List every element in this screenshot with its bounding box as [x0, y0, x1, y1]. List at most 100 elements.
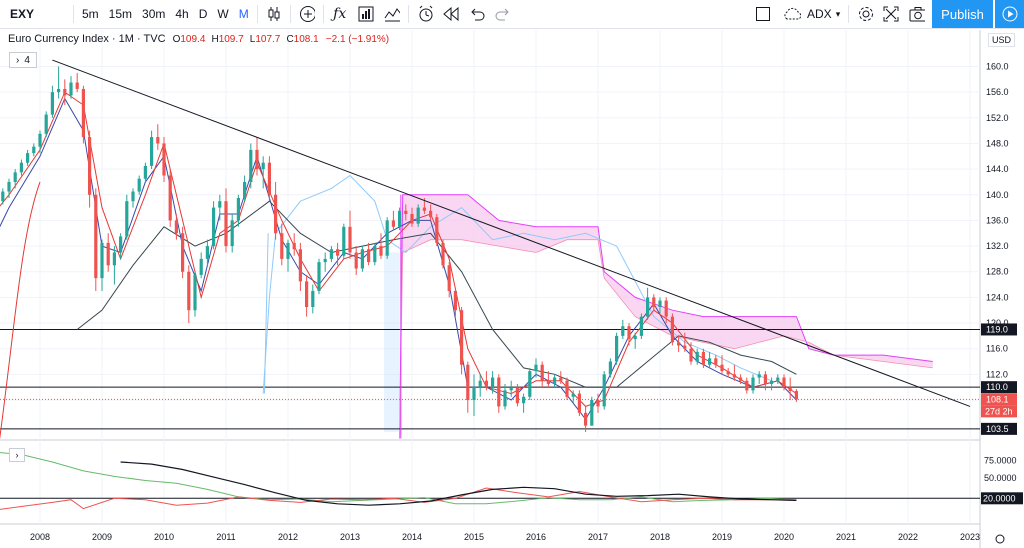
compare-lines-icon[interactable]	[379, 0, 405, 28]
compare-symbol-button[interactable]: ADX ▾	[776, 0, 845, 28]
time-tick-label: 2022	[898, 532, 918, 542]
candle-body	[441, 242, 445, 266]
adx-level-badge	[981, 492, 1023, 505]
time-tick-label: 2019	[712, 532, 732, 542]
alerts-icon[interactable]	[412, 0, 438, 28]
interval-w-button[interactable]: W	[217, 7, 229, 21]
adx-tick-label: 75.0000	[984, 456, 1017, 466]
right-toolbar: ADX ▾	[750, 0, 930, 28]
candle-body	[50, 92, 54, 115]
layout-select-icon[interactable]	[750, 0, 776, 28]
publish-button[interactable]: Publish	[932, 0, 993, 28]
interval-5m-button[interactable]: 5m	[82, 7, 99, 21]
candle-body	[156, 137, 160, 144]
candle-body	[683, 345, 687, 349]
interval-30m-button[interactable]: 30m	[142, 7, 166, 21]
candle-body	[354, 252, 358, 269]
candle-body	[739, 377, 743, 381]
candle-body	[88, 137, 92, 195]
cloud-upper-edge	[399, 194, 933, 439]
level-price-label: 103.5	[986, 424, 1009, 434]
candle-body	[94, 194, 98, 279]
candle-style-icon[interactable]	[261, 0, 287, 28]
candle-body	[639, 316, 643, 336]
candle-body	[342, 226, 346, 256]
candle-body	[484, 380, 488, 388]
adx-pane-toggle-button[interactable]: ›	[9, 448, 25, 462]
candle-body	[168, 175, 172, 221]
gear-icon[interactable]	[852, 0, 878, 28]
candle-body	[100, 242, 104, 279]
candle-body	[435, 217, 439, 243]
candle-body	[187, 271, 191, 311]
toolbar-divider	[256, 5, 258, 23]
candle-body	[274, 194, 278, 234]
time-tick-label: 2020	[774, 532, 794, 542]
lagging-span-spike	[263, 233, 269, 394]
candle-body	[1, 191, 5, 202]
countdown-badge	[981, 405, 1017, 418]
interval-15m-button[interactable]: 15m	[108, 7, 133, 21]
candle-body	[534, 364, 538, 372]
candle-body	[13, 172, 17, 182]
candle-body	[348, 226, 352, 253]
candle-body	[763, 374, 767, 384]
candle-body	[602, 374, 606, 407]
candle-body	[571, 393, 575, 397]
redo-icon[interactable]	[490, 0, 516, 28]
cloud-icon	[784, 7, 802, 20]
templates-icon[interactable]	[353, 0, 379, 28]
time-tick-label: 2013	[340, 532, 360, 542]
candle-body	[112, 252, 116, 266]
play-icon[interactable]	[994, 0, 1024, 28]
camera-icon[interactable]	[904, 0, 930, 28]
candle-body	[243, 181, 247, 198]
interval-4h-button[interactable]: 4h	[175, 7, 189, 21]
candle-body	[379, 246, 383, 256]
currency-label[interactable]: USD	[988, 33, 1016, 47]
candle-body	[63, 88, 67, 96]
candle-body	[249, 149, 253, 182]
level-price-badge	[981, 323, 1017, 336]
price-axis[interactable]: 160.0 156.0 152.0 148.0 144.0 140.0 136.0 132.0…	[981, 62, 1023, 544]
time-axis[interactable]: 2008 2009 2010 2011 2012 2013 2014 2015 2016 2017…	[30, 532, 980, 542]
candle-body	[695, 351, 699, 362]
symbol-search-button[interactable]: EXY	[10, 7, 35, 21]
candle-body	[230, 220, 234, 247]
high-value: 109.7	[218, 34, 244, 45]
candle-body	[57, 88, 61, 93]
candle-body	[577, 393, 581, 413]
candle-body	[646, 297, 650, 317]
interval-m-button[interactable]: M	[238, 7, 249, 21]
interval-d-button[interactable]: D	[198, 7, 208, 21]
undo-icon[interactable]	[464, 0, 490, 28]
candle-body	[472, 387, 476, 400]
candle-body	[26, 153, 30, 163]
candle-body	[81, 88, 85, 138]
price-tick-label: 156.0	[986, 87, 1009, 97]
last-price-badge	[981, 393, 1017, 406]
countdown-label: 27d 2h	[985, 406, 1013, 416]
candle-body	[714, 358, 718, 365]
fullscreen-icon[interactable]	[878, 0, 904, 28]
candle-body	[559, 377, 563, 381]
settings-icon[interactable]	[995, 534, 1005, 544]
study-toggle-button[interactable]: › 4	[9, 52, 37, 68]
candle-body	[75, 82, 79, 89]
candle-body	[503, 390, 507, 407]
adx-tick-label: 50.0000	[984, 473, 1017, 483]
time-tick-label: 2014	[402, 532, 422, 542]
study-count: 4	[24, 54, 30, 66]
indicators-icon[interactable]: ƒx	[333, 6, 347, 22]
trendline-segment	[52, 59, 971, 407]
adx-pane	[0, 452, 980, 510]
replay-icon[interactable]	[438, 0, 464, 28]
lagging-span-line	[262, 174, 772, 394]
add-compare-icon[interactable]	[294, 0, 320, 28]
trendline[interactable]	[52, 59, 971, 407]
grid-lines	[0, 30, 981, 548]
candle-body	[267, 162, 271, 195]
level-price-badge	[981, 422, 1017, 435]
candle-body	[528, 371, 532, 397]
